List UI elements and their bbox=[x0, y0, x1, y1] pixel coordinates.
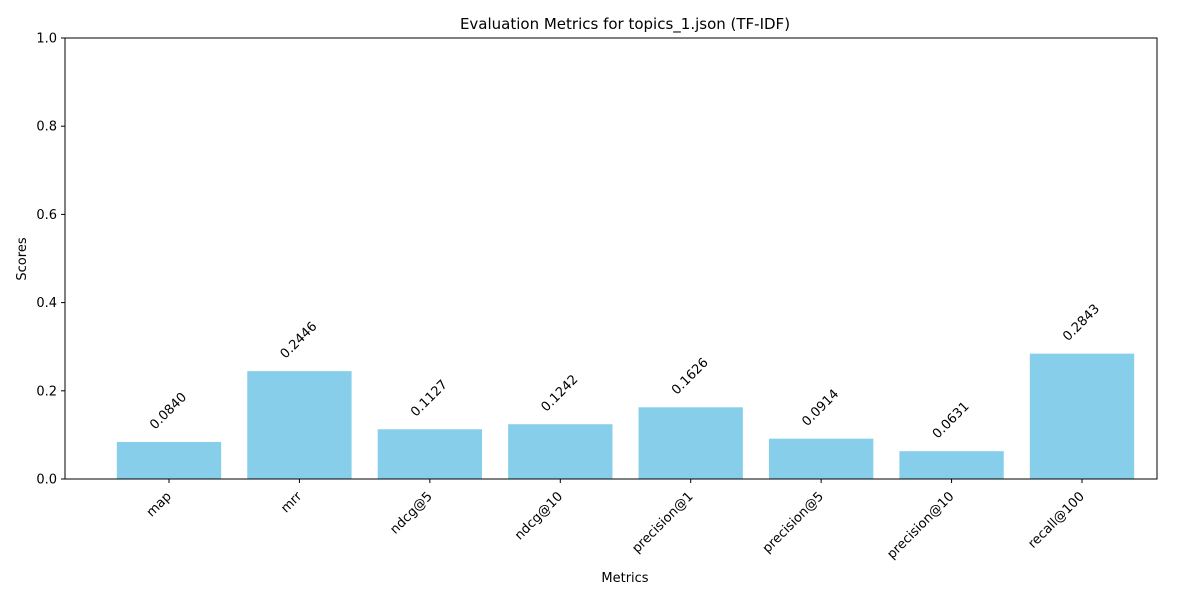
y-tick-label: 0.0 bbox=[36, 473, 57, 488]
data-label: 0.1626 bbox=[669, 355, 712, 398]
x-tick-label: mrr bbox=[278, 489, 305, 516]
chart-title: Evaluation Metrics for topics_1.json (TF… bbox=[460, 15, 790, 34]
bar bbox=[377, 429, 483, 479]
plot-frame bbox=[64, 37, 1158, 480]
data-label: 0.0631 bbox=[930, 399, 973, 442]
y-axis-ticks: 0.0 0.2 0.4 0.6 0.8 1.0 bbox=[36, 32, 65, 488]
x-axis-label: Metrics bbox=[601, 571, 648, 586]
bar bbox=[508, 424, 613, 479]
x-tick-label: ndcg@10 bbox=[512, 489, 566, 543]
data-label: 0.1127 bbox=[408, 377, 451, 420]
x-tick-label: recall@100 bbox=[1025, 489, 1087, 551]
y-tick-label: 1.0 bbox=[36, 32, 57, 47]
y-tick-label: 0.4 bbox=[36, 296, 57, 311]
y-tick-label: 0.6 bbox=[36, 208, 57, 223]
y-tick-label: 0.8 bbox=[36, 120, 57, 135]
x-tick-label: precision@1 bbox=[629, 489, 696, 556]
x-tick-label: map bbox=[144, 489, 175, 520]
y-axis-label: Scores bbox=[15, 237, 30, 280]
bar bbox=[116, 441, 222, 479]
data-label: 0.0914 bbox=[799, 387, 842, 430]
bar bbox=[247, 371, 352, 479]
data-label: 0.1242 bbox=[539, 372, 582, 415]
bars-group bbox=[116, 353, 1135, 479]
data-label: 0.2446 bbox=[278, 319, 321, 362]
y-tick-label: 0.2 bbox=[36, 384, 57, 399]
bar bbox=[899, 451, 1004, 479]
x-axis-ticks: map mrr ndcg@5 ndcg@10 precision@1 precision@… bbox=[144, 479, 1088, 562]
bar bbox=[638, 407, 743, 479]
bar bbox=[768, 438, 874, 479]
x-tick-label: precision@10 bbox=[884, 489, 957, 562]
x-tick-label: precision@5 bbox=[760, 489, 827, 556]
data-label: 0.0840 bbox=[147, 390, 190, 433]
data-label: 0.2843 bbox=[1060, 302, 1103, 345]
x-tick-label: ndcg@5 bbox=[387, 489, 435, 537]
bar bbox=[1029, 353, 1135, 479]
